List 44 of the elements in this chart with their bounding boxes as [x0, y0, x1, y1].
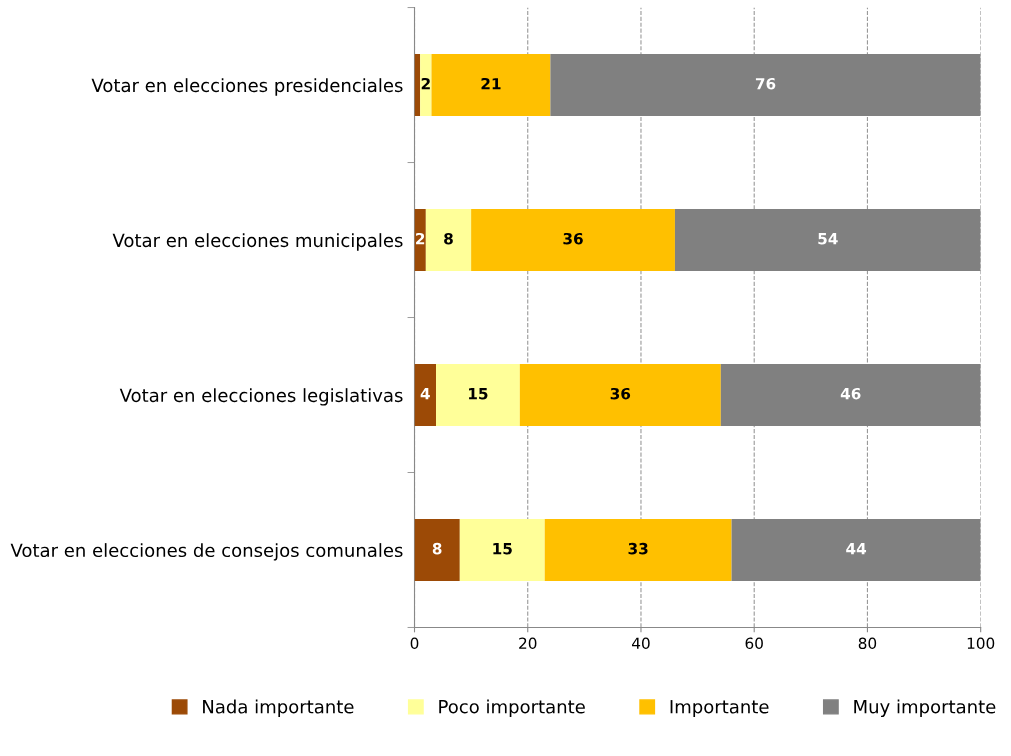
bar: [544, 518, 732, 581]
data-label: 44: [846, 543, 867, 555]
data-label: 15: [493, 543, 512, 555]
legend-label: Muy importante: [854, 699, 996, 717]
y-tick-label: Votar en elecciones de consejos comunales: [10, 543, 403, 561]
legend-label: Poco importante: [439, 699, 585, 717]
bar: [431, 54, 551, 117]
bar: [471, 209, 675, 272]
data-label: 2: [421, 77, 430, 90]
x-tick-label: 40: [632, 637, 650, 650]
bar: [425, 209, 472, 272]
bar: [720, 364, 981, 427]
data-label: 8: [432, 542, 442, 555]
bar: [674, 209, 981, 272]
data-label: 15: [469, 388, 488, 400]
data-label: 8: [444, 232, 453, 245]
data-label: 54: [818, 233, 838, 245]
bar: [414, 209, 426, 272]
x-tick-label: 20: [519, 637, 537, 650]
bar: [414, 518, 460, 581]
data-label: 76: [755, 77, 776, 90]
bar: [414, 364, 437, 427]
bar: [420, 54, 432, 117]
y-tick-label: Votar en elecciones legislativas: [119, 388, 403, 406]
data-label: 33: [628, 542, 648, 555]
y-tick-label: Votar en elecciones municipales: [112, 233, 403, 251]
legend-label: Importante: [670, 700, 769, 717]
data-label: 36: [563, 232, 583, 245]
bar: [436, 364, 520, 427]
data-label: 21: [481, 77, 501, 90]
bar: [731, 518, 981, 581]
data-label: 4: [420, 388, 430, 400]
data-label: 46: [840, 387, 861, 400]
legend-label: Nada importante: [203, 699, 354, 717]
x-tick-label: 60: [745, 637, 763, 650]
data-label: 2: [416, 232, 425, 245]
bar: [459, 518, 545, 581]
x-tick-label: 100: [967, 637, 995, 650]
y-tick-label: Votar en elecciones presidenciales: [91, 78, 403, 96]
bar: [519, 364, 721, 427]
bar: [550, 54, 981, 117]
x-tick-label: 0: [410, 637, 419, 650]
x-tick-label: 80: [858, 637, 877, 650]
data-label: 36: [610, 387, 631, 400]
